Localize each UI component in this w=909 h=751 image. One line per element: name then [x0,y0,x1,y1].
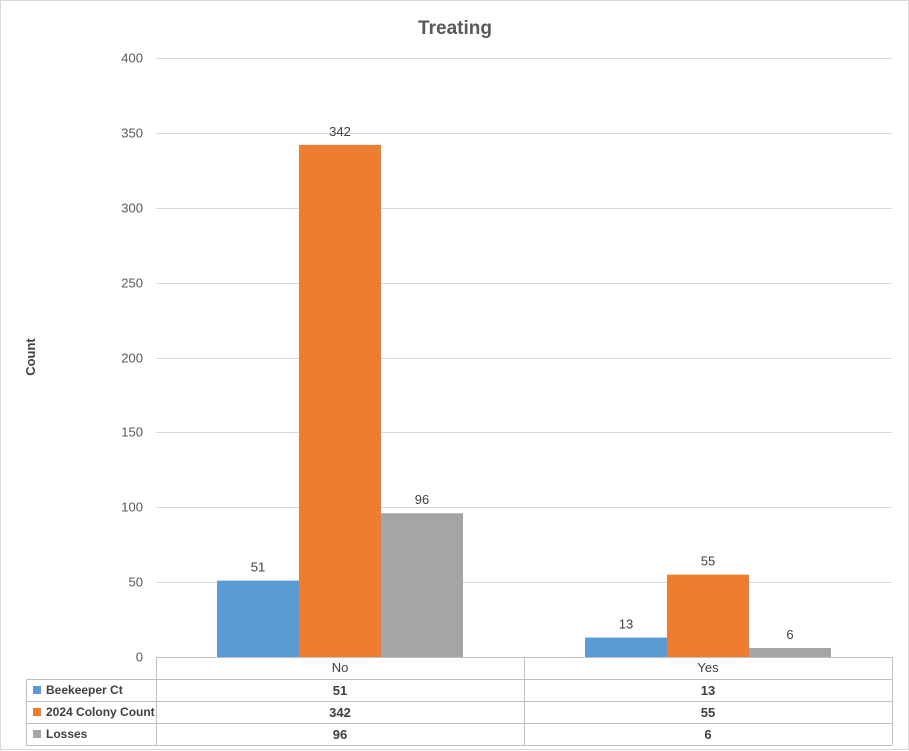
y-tick-label: 300 [121,201,143,216]
bars [217,144,831,658]
data-labels: 51 342 96 13 55 6 [251,124,794,642]
y-axis-label: Count [23,338,38,376]
table-cell: 55 [701,705,715,720]
bar [217,580,299,657]
bar [381,513,463,657]
legend-key [33,686,41,694]
legend-key [33,708,41,716]
y-tick-label: 400 [121,51,143,66]
data-label: 6 [786,627,793,642]
chart-title: Treating [418,18,492,39]
table-cell: 13 [701,683,715,698]
legend-key [33,730,41,738]
category-label: Yes [697,660,719,675]
legend-label: Beekeeper Ct [46,683,123,697]
y-ticks: 0 50 100 150 200 250 300 350 400 [121,51,143,665]
data-label: 342 [329,124,351,139]
bar [585,637,667,657]
category-label: No [332,660,349,675]
data-label: 51 [251,560,265,575]
data-table: No Yes Beekeeper Ct 51 13 2024 Colony Count 34… [26,657,893,746]
gridlines [156,58,892,583]
legend-label: Losses [46,727,88,741]
y-tick-label: 350 [121,126,143,141]
table-cell: 51 [333,683,347,698]
table-cell: 96 [333,727,347,742]
data-label: 55 [701,554,715,569]
data-label: 96 [415,492,429,507]
legend-label: 2024 Colony Count [46,705,155,719]
bar [299,144,381,658]
bar [667,574,749,657]
table-cell: 342 [329,705,351,720]
y-tick-label: 150 [121,425,143,440]
y-tick-label: 250 [121,276,143,291]
table-cell: 6 [704,727,711,742]
y-tick-label: 200 [121,351,143,366]
y-tick-label: 100 [121,500,143,515]
data-label: 13 [619,617,633,632]
y-tick-label: 0 [136,650,143,665]
y-tick-label: 50 [129,575,143,590]
bar [749,648,831,657]
